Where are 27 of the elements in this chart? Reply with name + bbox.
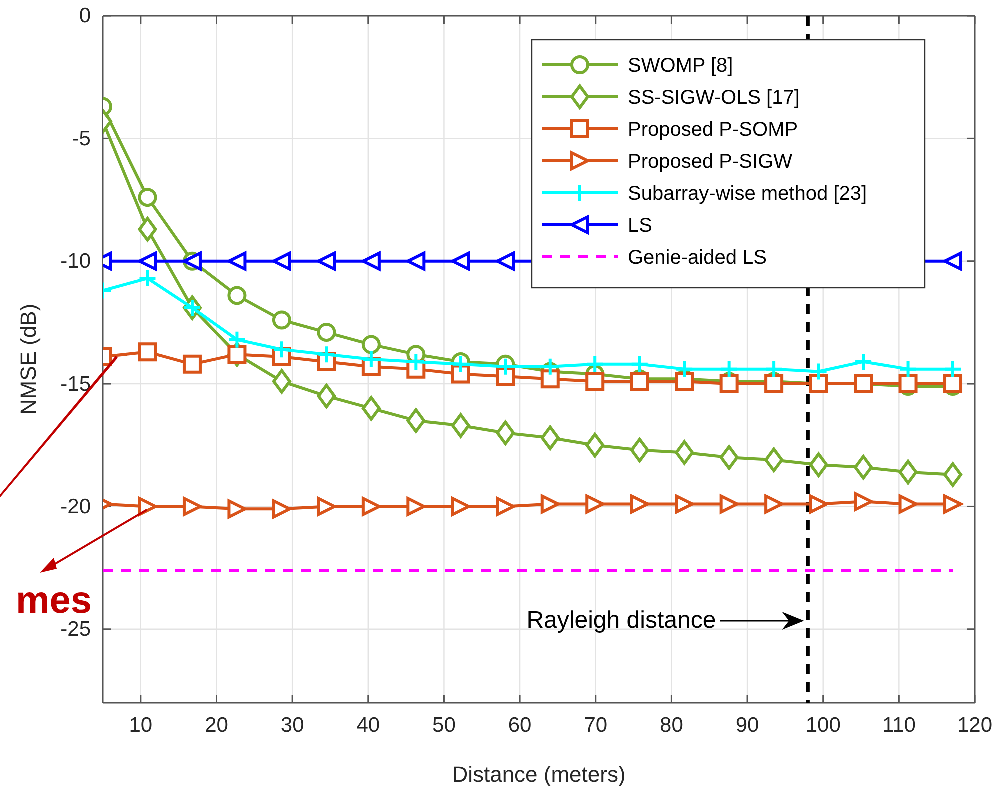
x-tick-label: 70 — [584, 714, 608, 737]
legend-label: SWOMP [8] — [628, 55, 734, 77]
x-tick-label: 110 — [882, 714, 916, 737]
x-axis-title: Distance (meters) — [452, 762, 626, 787]
legend-label: Genie-aided LS — [628, 247, 767, 269]
x-tick-label: 80 — [660, 714, 684, 737]
x-tick-label: 120 — [957, 714, 993, 737]
legend-label: Proposed P-SIGW — [628, 151, 793, 173]
x-tick-label: 10 — [129, 714, 153, 737]
x-tick-label: 60 — [508, 714, 532, 737]
y-tick-label: -5 — [72, 127, 91, 150]
y-tick-label: -15 — [60, 372, 91, 396]
legend-label: Proposed P-SOMP — [628, 119, 798, 141]
x-tick-label: 50 — [432, 714, 456, 737]
annotation: Rayleigh distance — [526, 607, 716, 634]
x-tick-label: 20 — [205, 714, 228, 737]
x-tick-label: 30 — [280, 714, 304, 737]
legend-label: SS-SIGW-OLS [17] — [628, 87, 800, 109]
y-tick-label: 0 — [79, 4, 91, 28]
x-tick-label: 40 — [356, 714, 380, 737]
x-tick-label: 100 — [806, 714, 841, 737]
legend-label: LS — [628, 215, 652, 237]
y-axis-title: NMSE (dB) — [16, 304, 41, 416]
y-tick-label: -10 — [60, 250, 91, 274]
y-tick-label: -20 — [60, 495, 91, 518]
legend-label: Subarray-wise method [23] — [628, 183, 868, 205]
x-tick-label: 90 — [736, 714, 760, 737]
